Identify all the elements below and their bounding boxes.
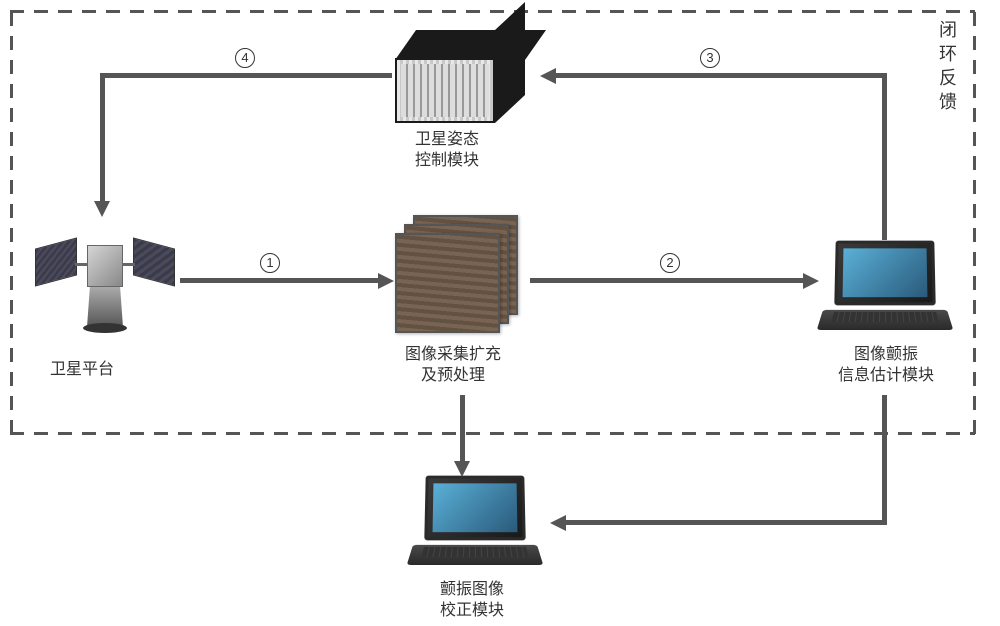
- blackbox-label-1: 卫星姿态: [415, 131, 479, 148]
- laptop1-base: [817, 310, 954, 330]
- border-left: [10, 10, 13, 434]
- arrow-5-line: [460, 395, 465, 463]
- laptop1-node: [820, 240, 950, 340]
- laptop2-base: [407, 545, 544, 565]
- arrow-3-num: 3: [700, 48, 720, 68]
- arrow-3-h: [555, 73, 887, 78]
- arrow-3-head: [540, 68, 556, 84]
- blackbox-label: 卫星姿态 控制模块: [415, 130, 479, 172]
- satellite-label: 卫星平台: [50, 360, 114, 381]
- imgstack-label-2: 及预处理: [421, 367, 485, 384]
- imgstack-label: 图像采集扩充 及预处理: [405, 345, 501, 387]
- arrow-1-num: 1: [260, 253, 280, 273]
- arrow-6-head: [550, 515, 566, 531]
- arrow-2-num: 2: [660, 253, 680, 273]
- box-side: [495, 2, 525, 123]
- imgstack-node: [395, 215, 520, 335]
- satellite-node: [35, 215, 175, 350]
- sat-lens-ring: [83, 323, 127, 333]
- sat-body: [87, 245, 123, 287]
- laptop2-screen: [424, 476, 525, 541]
- arrow-6-h: [565, 520, 887, 525]
- arrow-3-v: [882, 73, 887, 240]
- laptop2-label-2: 校正模块: [440, 602, 504, 619]
- laptop2-node: [410, 475, 540, 575]
- sat-lens: [87, 287, 123, 327]
- arrow-1-head: [378, 273, 394, 289]
- sat-panel-left: [35, 237, 77, 286]
- blackbox-node: [395, 30, 525, 125]
- img-card-1: [395, 233, 500, 333]
- laptop2-label: 颤振图像 校正模块: [440, 580, 504, 622]
- border-top: [10, 10, 975, 13]
- arrow-1-line: [180, 278, 380, 283]
- blackbox-label-2: 控制模块: [415, 152, 479, 169]
- sat-panel-right: [133, 237, 175, 286]
- border-right: [973, 10, 976, 434]
- arrow-4-v: [100, 73, 105, 203]
- border-bottom: [10, 432, 975, 435]
- imgstack-label-1: 图像采集扩充: [405, 346, 501, 363]
- sat-arm-right: [121, 263, 135, 266]
- laptop1-screen: [834, 241, 935, 306]
- arrow-2-head: [803, 273, 819, 289]
- arrow-5-head: [454, 461, 470, 477]
- arrow-4-head: [94, 201, 110, 217]
- arrow-4-num: 4: [235, 48, 255, 68]
- laptop1-label: 图像颤振 信息估计模块: [838, 345, 934, 387]
- laptop1-label-1: 图像颤振: [854, 346, 918, 363]
- arrow-6-v: [882, 395, 887, 523]
- feedback-label: 闭环反馈: [934, 20, 960, 116]
- box-top: [395, 30, 546, 60]
- laptop2-label-1: 颤振图像: [440, 581, 504, 598]
- box-front: [395, 58, 495, 123]
- laptop1-label-2: 信息估计模块: [838, 367, 934, 384]
- arrow-2-line: [530, 278, 805, 283]
- arrow-4-h: [100, 73, 392, 78]
